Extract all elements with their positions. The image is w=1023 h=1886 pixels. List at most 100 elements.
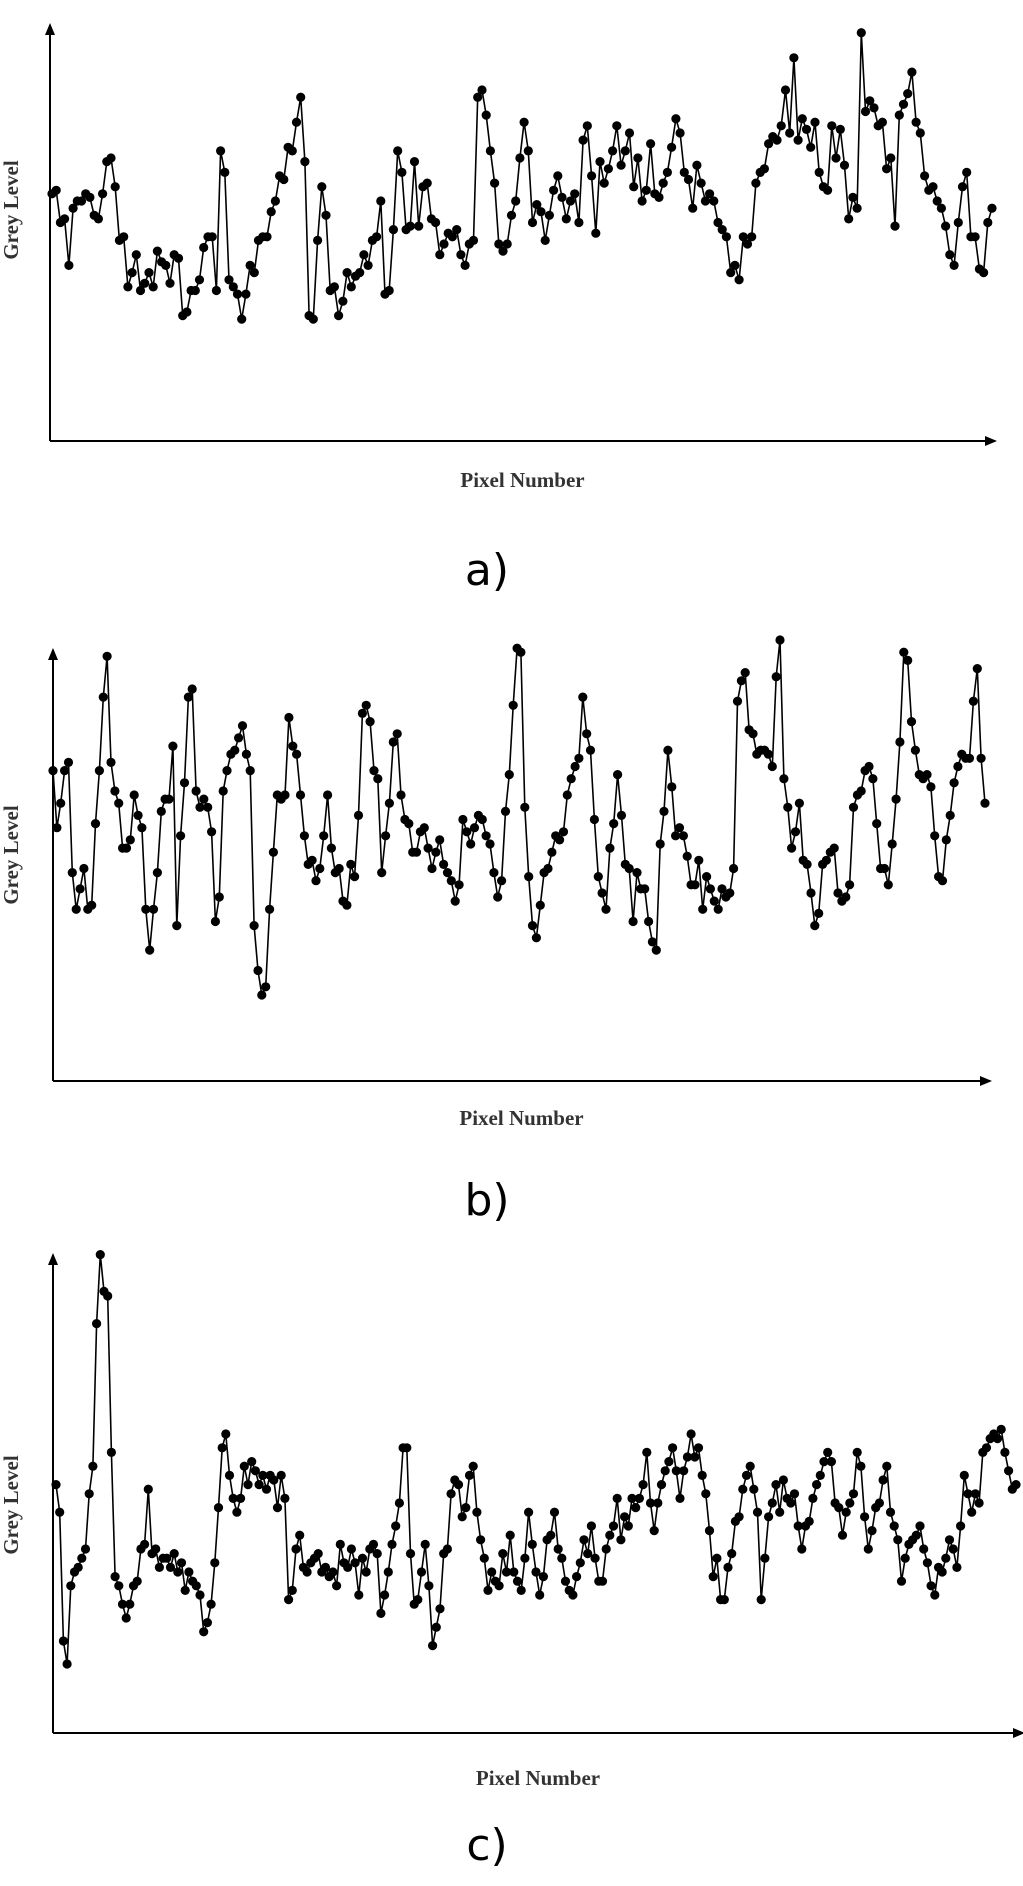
data-point [759, 164, 770, 174]
data-point [321, 210, 331, 220]
data-point [207, 232, 217, 242]
data-point [373, 774, 383, 784]
data-point [637, 196, 647, 206]
data-point [810, 921, 820, 931]
data-point [222, 766, 232, 776]
data-point [970, 1489, 981, 1499]
data-point [388, 225, 398, 235]
caption-a: a) [464, 545, 510, 596]
data-point [760, 1553, 770, 1563]
data-point [553, 1544, 563, 1554]
data-point [968, 696, 979, 706]
data-point [308, 314, 318, 324]
data-point [427, 863, 437, 874]
data-point [565, 196, 576, 206]
data-point [570, 761, 580, 772]
data-point [435, 1604, 445, 1614]
data-point [485, 839, 495, 849]
data-point [396, 790, 406, 800]
data-point [202, 1618, 212, 1628]
data-point [603, 164, 614, 174]
data-point [423, 843, 433, 853]
data-point [903, 655, 913, 665]
data-point [237, 314, 247, 324]
data-point [558, 827, 569, 837]
data-point [487, 1567, 497, 1577]
data-point [868, 774, 878, 784]
data-point [898, 99, 909, 109]
data-point [605, 1530, 615, 1540]
data-point [869, 103, 879, 113]
data-point [578, 692, 588, 702]
data-point [85, 192, 95, 202]
data-point [292, 749, 302, 759]
data-point [232, 1507, 242, 1517]
data-point [967, 1507, 977, 1517]
data-point [837, 1530, 848, 1540]
data-point [404, 819, 414, 829]
data-point [793, 135, 803, 145]
data-point [633, 153, 643, 163]
data-point [540, 235, 550, 245]
caption-b: b) [464, 1175, 510, 1226]
data-point [140, 278, 150, 288]
data-point [953, 217, 963, 228]
data-point [199, 242, 209, 253]
data-point [697, 1470, 707, 1480]
data-point [216, 146, 226, 156]
data-point [987, 203, 997, 213]
data-point [456, 250, 466, 260]
data-point [919, 1544, 929, 1554]
data-point [55, 1507, 65, 1517]
data-point [473, 92, 483, 102]
data-point [574, 753, 584, 763]
data-point [932, 196, 942, 206]
data-point [895, 737, 905, 747]
data-point [131, 250, 141, 260]
y-axis-arrowhead [48, 648, 58, 660]
data-point [708, 1572, 718, 1582]
data-point [996, 1424, 1006, 1434]
data-point [910, 745, 921, 755]
data-point [852, 1447, 862, 1457]
data-point [992, 1434, 1003, 1444]
data-point [481, 831, 491, 841]
data-point [860, 1512, 870, 1522]
data-point [98, 692, 108, 702]
data-point [143, 1484, 153, 1494]
data-point [464, 1470, 475, 1480]
x-axis-label: Pixel Number [459, 1106, 583, 1130]
data-point [342, 900, 352, 910]
data-point [783, 802, 793, 812]
data-point [357, 708, 367, 718]
data-point [98, 189, 108, 199]
data-point [258, 1470, 268, 1480]
data-point [199, 794, 209, 804]
data-point [75, 884, 85, 894]
data-point [772, 135, 782, 145]
caption-c: c) [466, 1820, 508, 1871]
data-point [930, 1590, 940, 1600]
data-point [516, 1585, 526, 1595]
x-axis-arrowhead [1013, 1728, 1023, 1738]
data-point [409, 157, 420, 167]
data-point [839, 160, 850, 170]
data-point [734, 275, 744, 285]
data-point [214, 892, 224, 902]
data-point [546, 1530, 556, 1540]
data-point [797, 114, 807, 124]
data-point [497, 876, 507, 886]
data-point [123, 282, 133, 292]
data-point [553, 171, 563, 181]
data-point [705, 884, 716, 894]
data-point [787, 843, 797, 853]
data-point [771, 672, 781, 682]
data-point [182, 307, 192, 317]
data-point [597, 888, 607, 898]
data-point [778, 1475, 789, 1485]
data-point [76, 196, 87, 206]
data-point [476, 1535, 486, 1545]
data-point [959, 1470, 969, 1480]
data-point [957, 182, 968, 192]
data-point [173, 1567, 183, 1577]
